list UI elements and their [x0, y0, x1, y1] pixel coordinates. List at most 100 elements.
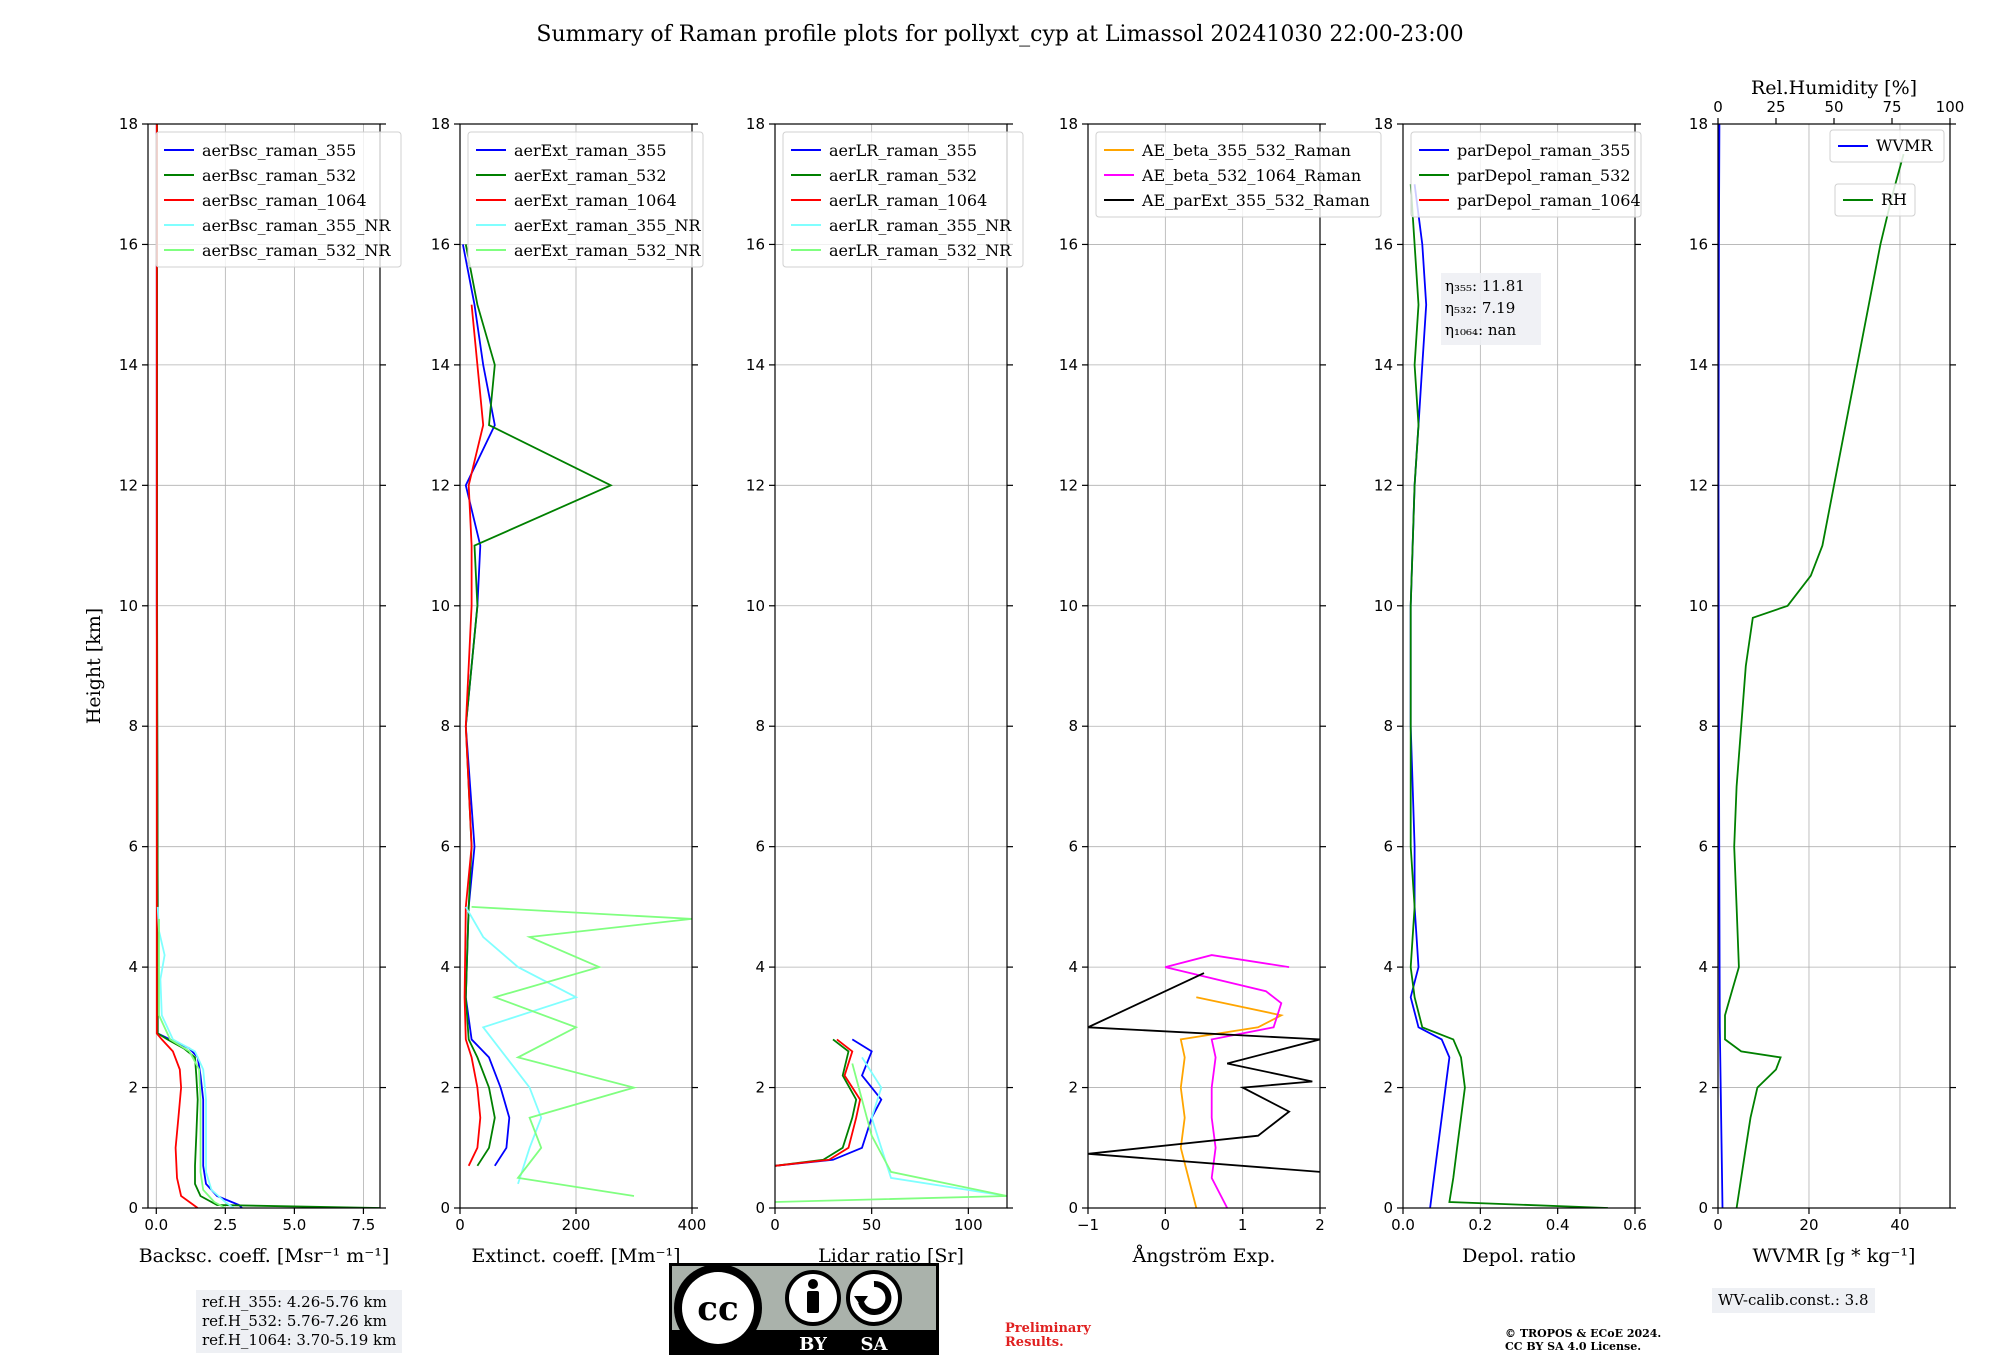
panel-1-xtick-label: 5.0: [282, 1216, 306, 1234]
preliminary-note: Preliminary Results.: [1005, 1322, 1091, 1350]
panel-6-top-xtick-label: 50: [1824, 98, 1843, 116]
panel-5-ytick-label: 0: [1383, 1199, 1393, 1217]
panel-6-ytick-label: 18: [1689, 115, 1708, 133]
panel-3-legend-label: aerLR_raman_1064: [829, 191, 987, 210]
panel-1-ytick-label: 6: [128, 838, 138, 856]
panel-2-legend-label: aerExt_raman_355_NR: [514, 216, 702, 235]
panel-3-legend-label: aerLR_raman_355: [829, 141, 977, 160]
panel-2-xtick-label: 200: [562, 1216, 591, 1234]
panel-3-ytick-label: 2: [755, 1079, 765, 1097]
panel-5-annotation: η₅₃₂: 7.19: [1445, 299, 1515, 317]
panel-5-legend-box: [1410, 131, 1642, 218]
panel-2-series-aerext-raman-1064: [463, 304, 485, 1167]
copyright-line-1: © TROPOS & ECoE 2024.: [1505, 1327, 1662, 1340]
panel-1-ytick-label: 0: [128, 1199, 138, 1217]
panel-4-series-ae-beta-355-532-raman: [1179, 996, 1284, 1208]
panel-6-ytick-label: 4: [1698, 958, 1708, 976]
panel-1-series-aerbsc-raman-532-nr: [158, 918, 226, 1208]
panel-4-xtick-label: 0: [1161, 1216, 1171, 1234]
panel-4-ytick-label: 10: [1059, 597, 1078, 615]
panel-1-ytick-label: 12: [119, 476, 138, 494]
panel-4-frame: [1087, 123, 1321, 1209]
panel-4-xtick-label: −1: [1077, 1216, 1099, 1234]
panel-6-top-xtick-label: 0: [1713, 98, 1723, 116]
panel-4-ytick-label: 2: [1068, 1079, 1078, 1097]
panel-5-annotation-box: [1441, 273, 1541, 345]
panel-5-xtick-label: 0.2: [1468, 1216, 1492, 1234]
figure-title: Summary of Raman profile plots for polly…: [536, 22, 1464, 47]
panel-1-ytick-label: 16: [119, 235, 138, 253]
panel-1-series-aerbsc-raman-1064: [155, 124, 199, 1208]
panel-6-xtick-label: 40: [1890, 1216, 1909, 1234]
panel-2-series-aerext-raman-532: [464, 244, 613, 1167]
cc-by-sa-logo: cc BY SA: [669, 1263, 939, 1355]
by-icon-head: [808, 1279, 818, 1289]
panel-1-xtick-label: 0.0: [144, 1216, 168, 1234]
panel-6-ytick-label: 0: [1698, 1199, 1708, 1217]
copyright-line-2: CC BY SA 4.0 License.: [1505, 1340, 1642, 1353]
y-axis-label: Height [km]: [83, 608, 105, 724]
panel-4-ytick-label: 14: [1059, 356, 1078, 374]
panel-5-xtick-label: 0.4: [1546, 1216, 1570, 1234]
panel-5-annotation: η₁₀₆₄: nan: [1445, 321, 1516, 339]
panel-2-ytick-label: 18: [431, 115, 450, 133]
panel-6-ytick-label: 8: [1698, 717, 1708, 735]
panel-3-series-aerlr-raman-532-nr: [775, 1063, 1007, 1203]
sa-icon-arrow: [854, 1296, 868, 1306]
panel-6-legend-box: [1829, 129, 1945, 163]
sa-icon-arc: [858, 1280, 892, 1315]
panel-1-ytick-label: 10: [119, 597, 138, 615]
panel-5-legend-label: parDepol_raman_532: [1457, 166, 1630, 185]
panel-5-xtick-label: 0.0: [1391, 1216, 1415, 1234]
sa-label: SA: [861, 1334, 889, 1355]
wv-calib-box: WV-calib.const.: 3.8: [1712, 1288, 1875, 1313]
copyright-note: © TROPOS & ECoE 2024. CC BY SA 4.0 Licen…: [1505, 1327, 1661, 1353]
panel-2-legend-label: aerExt_raman_532: [514, 166, 667, 185]
panel-4-xtick-label: 1: [1238, 1216, 1248, 1234]
panel-5-legend-label: parDepol_raman_1064: [1457, 191, 1641, 210]
panel-6-series-rh: [1724, 153, 1905, 1208]
panel-6-xtick-label: 0: [1713, 1216, 1723, 1234]
panel-1-ytick-label: 4: [128, 958, 138, 976]
panel-6-top-xtick-label: 75: [1882, 98, 1901, 116]
panel-4-legend-label: AE_beta_355_532_Raman: [1141, 141, 1351, 160]
panel-3-ytick-label: 16: [746, 235, 765, 253]
panel-5-ytick-label: 14: [1374, 356, 1393, 374]
panel-5-frame: [1402, 123, 1636, 1209]
preliminary-line-1: Preliminary: [1005, 1321, 1091, 1336]
panel-3-xtick-label: 0: [770, 1216, 780, 1234]
panel-2-legend-box: [467, 131, 704, 268]
panel-3-series-aerlr-raman-1064: [775, 1038, 862, 1167]
by-icon-body: [807, 1291, 819, 1313]
panel-6-legend-label: RH: [1881, 190, 1907, 209]
panel-3-ytick-label: 14: [746, 356, 765, 374]
panel-6-legend-box: [1834, 183, 1916, 217]
panel-2-series-aerext-raman-355: [462, 244, 511, 1167]
panel-3-ytick-label: 18: [746, 115, 765, 133]
panel-2-ytick-label: 6: [440, 838, 450, 856]
panel-2-xtick-label: 0: [455, 1216, 465, 1234]
panel-1-ytick-label: 8: [128, 717, 138, 735]
preliminary-line-2: Results.: [1005, 1335, 1064, 1350]
panel-1-legend-box: [155, 131, 402, 268]
panel-6-xtick-label: 20: [1799, 1216, 1818, 1234]
ref-height-532: ref.H_532: 5.76-7.26 km: [202, 1312, 387, 1330]
reference-height-box: ref.H_355: 4.26-5.76 km ref.H_532: 5.76-…: [196, 1290, 403, 1353]
panel-2-series-aerext-raman-355-nr: [465, 906, 579, 1185]
panel-3-ytick-label: 12: [746, 476, 765, 494]
panel-4-xlabel: Ångström Exp.: [1132, 1245, 1276, 1267]
panel-3-ytick-label: 6: [755, 838, 765, 856]
panel-4-xtick-label: 2: [1315, 1216, 1325, 1234]
panel-5-series-pardepol-raman-355: [1409, 184, 1451, 1208]
panel-1-ytick-label: 14: [119, 356, 138, 374]
panel-5-ytick-label: 4: [1383, 958, 1393, 976]
panel-2-ytick-label: 12: [431, 476, 450, 494]
panel-3-legend-box: [782, 131, 1024, 268]
panel-2-ytick-label: 16: [431, 235, 450, 253]
panel-2-ytick-label: 10: [431, 597, 450, 615]
panel-6-frame: [1717, 123, 1951, 1209]
panel-6-series-wvmr: [1718, 124, 1724, 1208]
panel-2-ytick-label: 4: [440, 958, 450, 976]
panel-1-series-aerbsc-raman-532: [156, 124, 380, 1208]
